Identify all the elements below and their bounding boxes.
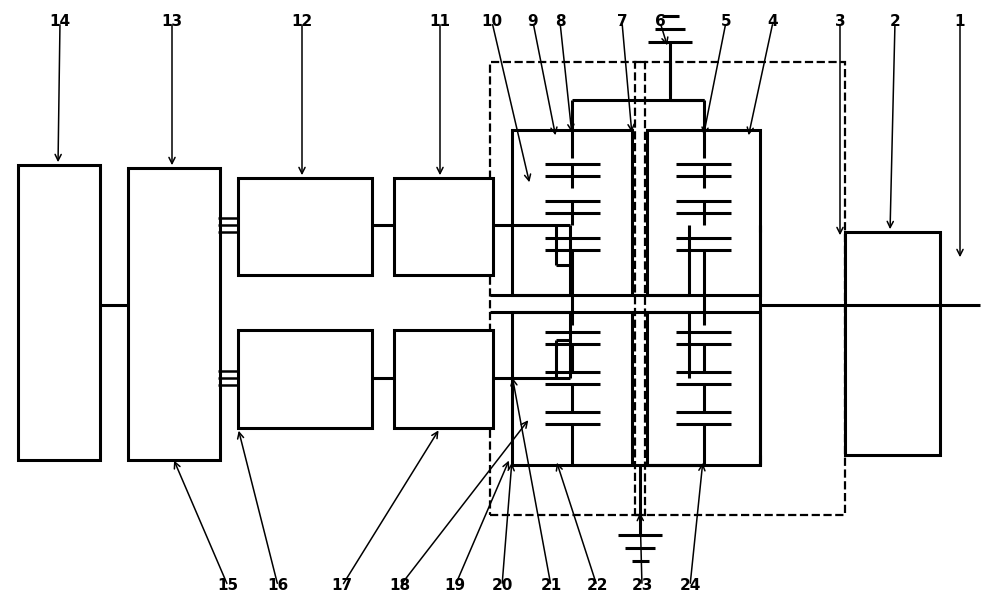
Text: 23: 23	[631, 579, 653, 594]
Bar	[647, 312, 760, 465]
Text: 6: 6	[655, 15, 665, 29]
Text: 4: 4	[768, 15, 778, 29]
Text: 16: 16	[267, 579, 289, 594]
Text: 20: 20	[491, 579, 513, 594]
Text: 8: 8	[555, 15, 565, 29]
Text: 11: 11	[430, 15, 450, 29]
Text: 5: 5	[721, 15, 731, 29]
Bar	[238, 330, 372, 428]
Text: 3: 3	[835, 15, 845, 29]
Text: 24: 24	[679, 579, 701, 594]
Bar	[512, 312, 632, 465]
Text: 19: 19	[444, 579, 466, 594]
Bar	[238, 178, 372, 275]
Bar	[490, 62, 645, 515]
Bar	[394, 330, 493, 428]
Bar	[647, 130, 760, 295]
Bar	[394, 178, 493, 275]
Text: 13: 13	[161, 15, 183, 29]
Text: 7: 7	[617, 15, 627, 29]
Bar	[845, 232, 940, 455]
Text: 1: 1	[955, 15, 965, 29]
Text: 2: 2	[890, 15, 900, 29]
Text: 12: 12	[291, 15, 313, 29]
Text: 10: 10	[481, 15, 503, 29]
Text: 21: 21	[540, 579, 562, 594]
Text: 15: 15	[217, 579, 239, 594]
Bar	[128, 168, 220, 460]
Bar	[18, 165, 100, 460]
Text: 14: 14	[49, 15, 71, 29]
Bar	[512, 130, 632, 295]
Text: 17: 17	[331, 579, 353, 594]
Bar	[635, 62, 845, 515]
Text: 18: 18	[389, 579, 411, 594]
Text: 9: 9	[528, 15, 538, 29]
Text: 22: 22	[586, 579, 608, 594]
